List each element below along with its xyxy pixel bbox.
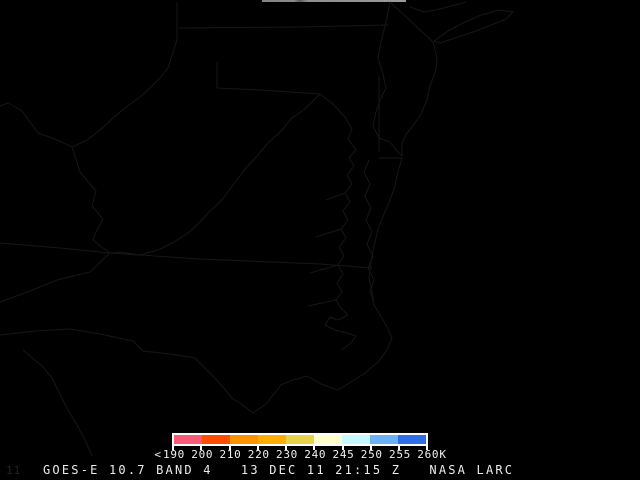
colorbar-tick-label: 255	[389, 448, 411, 461]
state-outline	[401, 41, 438, 156]
colorbar-segment	[230, 435, 258, 444]
state-outline	[109, 93, 321, 256]
image-caption: GOES-E 10.7 BAND 4 13 DEC 11 21:15 Z NAS…	[43, 463, 515, 477]
colorbar-tick	[172, 446, 174, 450]
state-outline	[363, 159, 375, 303]
colorbar-tick-label: 190	[163, 448, 185, 461]
state-outline	[0, 328, 234, 400]
colorbar-tick	[285, 446, 287, 450]
colorbar-tick	[398, 446, 400, 450]
state-outline	[216, 62, 357, 151]
state-outline	[0, 2, 178, 148]
colorbar-tick	[341, 446, 344, 450]
colorbar-segment	[314, 435, 342, 444]
colorbar-tick-label: 210	[219, 448, 242, 461]
state-outline	[22, 349, 93, 457]
colorbar-segment	[258, 435, 286, 444]
state-outline	[0, 242, 373, 269]
state-outline	[378, 76, 402, 159]
colorbar-tick	[256, 446, 259, 450]
colorbar-units: K	[439, 448, 447, 461]
colorbar-segment	[398, 435, 426, 444]
colorbar-tick	[313, 446, 316, 450]
colorbar-tick-label: 240	[304, 448, 327, 461]
ghost-text: 11	[6, 464, 22, 477]
colorbar-tick	[228, 446, 231, 450]
colorbar-tick-label: 260	[417, 448, 440, 461]
colorbar-tick-label: 250	[360, 448, 383, 461]
colorbar-tick	[369, 446, 372, 450]
colorbar-prefix: <	[154, 448, 162, 461]
state-outline	[0, 252, 111, 303]
colorbar-segment	[202, 435, 230, 444]
state-outline	[324, 314, 357, 351]
state-outline	[335, 149, 357, 316]
colorbar-tick-label: 230	[276, 448, 298, 461]
colorbar-segment	[342, 435, 370, 444]
colorbar-tick-label: 245	[332, 448, 355, 461]
temperature-colorbar	[172, 433, 428, 446]
state-outline	[231, 375, 339, 414]
colorbar-tick	[426, 446, 429, 450]
colorbar-tick	[200, 446, 203, 450]
state-outline	[368, 157, 403, 306]
state-outline	[337, 304, 393, 391]
state-outline	[409, 1, 467, 13]
state-outline	[71, 146, 111, 254]
state-outline	[372, 1, 403, 157]
state-outline	[433, 9, 514, 44]
colorbar-segment	[174, 435, 202, 444]
colorbar-tick-label: 220	[247, 448, 270, 461]
state-outline	[178, 24, 389, 29]
colorbar-segment	[370, 435, 398, 444]
window-artifact-bar	[262, 0, 406, 2]
colorbar-segment	[286, 435, 314, 444]
state-outline	[307, 192, 346, 307]
colorbar-tick-label: 200	[191, 448, 214, 461]
state-outline	[389, 1, 434, 43]
